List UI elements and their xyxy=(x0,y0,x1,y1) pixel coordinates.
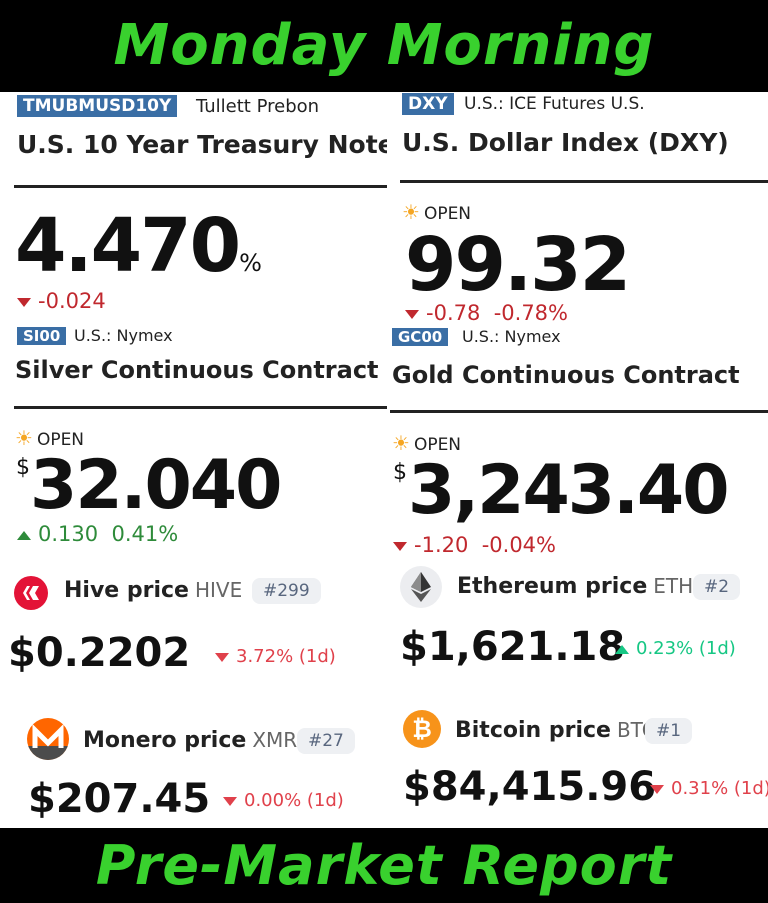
coin-name-bitcoin[interactable]: Bitcoin price BTC xyxy=(455,718,656,743)
value-treasury: 4.470% xyxy=(15,203,262,289)
ticker-tag-gold[interactable]: GC00 xyxy=(392,328,449,346)
rank-badge-hive: #299 xyxy=(252,578,321,604)
value-silver: 32.040 xyxy=(30,446,282,525)
market-status-gold: ☀ OPEN xyxy=(392,431,462,455)
bottom-banner: Pre-Market Report xyxy=(0,828,768,903)
banner-subtitle: Pre-Market Report xyxy=(95,834,673,897)
divider xyxy=(400,180,768,183)
coin-name-monero[interactable]: Monero price XMR xyxy=(83,728,298,753)
coin-name-hive[interactable]: Hive price HIVE xyxy=(64,578,243,603)
rank-badge-ethereum: #2 xyxy=(693,574,741,600)
source-gold: U.S.: Nymex xyxy=(462,327,561,346)
change-treasury: -0.024 xyxy=(17,289,106,313)
source-dxy: U.S.: ICE Futures U.S. xyxy=(464,94,645,114)
up-arrow-icon xyxy=(615,644,629,654)
price-hive: $0.2202 xyxy=(8,630,191,676)
divider xyxy=(390,410,768,413)
price-bitcoin: $84,415.96 xyxy=(403,764,657,810)
currency-gold: $ xyxy=(393,460,407,485)
title-gold[interactable]: Gold Continuous Contract xyxy=(392,361,740,389)
ticker-tag-dxy[interactable]: DXY xyxy=(402,93,454,115)
rank-badge-monero: #27 xyxy=(297,728,355,754)
change-hive: 3.72% (1d) xyxy=(215,646,336,667)
market-status-silver: ☀ OPEN xyxy=(15,426,85,450)
sun-icon: ☀ xyxy=(392,431,410,455)
value-gold: 3,243.40 xyxy=(408,451,730,530)
change-monero: 0.00% (1d) xyxy=(223,790,344,811)
ticker-tag-silver[interactable]: SI00 xyxy=(17,327,67,345)
banner-title: Monday Morning xyxy=(113,13,655,78)
coin-name-ethereum[interactable]: Ethereum price ETH xyxy=(457,574,694,599)
change-bitcoin: 0.31% (1d) xyxy=(650,778,768,799)
source-silver: U.S.: Nymex xyxy=(74,326,173,345)
title-treasury[interactable]: U.S. 10 Year Treasury Note xyxy=(17,130,387,159)
coin-symbol: HIVE xyxy=(194,578,243,602)
sun-icon: ☀ xyxy=(15,426,33,450)
top-banner: Monday Morning xyxy=(0,0,768,92)
divider xyxy=(14,406,387,409)
coin-symbol: ETH xyxy=(653,574,694,598)
divider xyxy=(14,185,387,188)
bitcoin-icon: ₿ xyxy=(403,710,441,748)
price-monero: $207.45 xyxy=(28,776,211,822)
change-ethereum: 0.23% (1d) xyxy=(615,638,736,659)
up-arrow-icon xyxy=(17,530,31,540)
currency-silver: $ xyxy=(16,455,30,480)
down-arrow-icon xyxy=(17,297,31,307)
change-dxy: -0.78 -0.78% xyxy=(405,301,568,325)
ethereum-icon xyxy=(400,566,442,608)
value-dxy: 99.32 xyxy=(405,222,631,308)
down-arrow-icon xyxy=(223,796,237,806)
coin-symbol: XMR xyxy=(252,728,298,752)
ticker-tag-treasury[interactable]: TMUBMUSD10Y xyxy=(17,95,178,117)
down-arrow-icon xyxy=(405,309,419,319)
down-arrow-icon xyxy=(650,784,664,794)
monero-icon xyxy=(27,718,69,760)
down-arrow-icon xyxy=(215,652,229,662)
down-arrow-icon xyxy=(393,541,407,551)
hive-icon xyxy=(14,576,48,610)
price-ethereum: $1,621.18 xyxy=(400,624,626,670)
title-silver[interactable]: Silver Continuous Contract xyxy=(15,356,379,384)
sun-icon: ☀ xyxy=(402,200,420,224)
source-treasury: Tullett Prebon xyxy=(196,96,320,117)
unit-treasury: % xyxy=(239,249,262,277)
rank-badge-bitcoin: #1 xyxy=(645,718,693,744)
change-silver: 0.130 0.41% xyxy=(17,522,178,546)
change-gold: -1.20 -0.04% xyxy=(393,533,556,557)
title-dxy[interactable]: U.S. Dollar Index (DXY) xyxy=(402,128,729,157)
market-status-dxy: ☀ OPEN xyxy=(402,200,472,224)
